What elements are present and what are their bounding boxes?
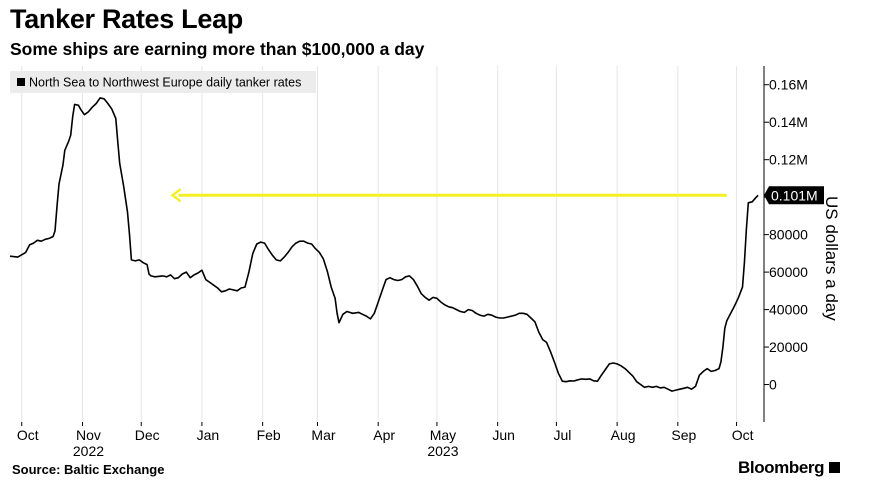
x-tick-label: Sep: [671, 427, 696, 443]
y-tick-label: 0.16M: [769, 77, 808, 93]
chart-subtitle: Some ships are earning more than $100,00…: [10, 39, 425, 59]
series-line: [9, 97, 759, 392]
y-axis-title: US dollars a day: [822, 196, 841, 321]
x-tick-label: Mar: [311, 427, 335, 443]
y-tick-label: 0.12M: [769, 152, 808, 168]
y-tick-label: 0.14M: [769, 114, 808, 130]
x-tick-label: Jul: [553, 427, 571, 443]
year-label: 2023: [427, 443, 458, 459]
y-tick-label: 80000: [769, 227, 808, 243]
y-axis: 0200004000060000800000.10M0.12M0.14M0.16…: [763, 66, 824, 422]
year-label: 2022: [73, 443, 104, 459]
x-tick-label: Apr: [373, 427, 395, 443]
chart-title: Tanker Rates Leap: [10, 4, 243, 34]
y-tick-label: 60000: [769, 264, 808, 280]
x-axis: Oct Nov Dec Jan Feb Mar Apr May Jun Jul Aug Sep Oct 2…: [17, 422, 754, 459]
y-tick-label: 0: [769, 377, 777, 393]
series-layer: [9, 97, 759, 392]
legend-background: [10, 71, 316, 93]
legend: North Sea to Northwest Europe daily tank…: [10, 71, 316, 93]
y-tick-label: 40000: [769, 302, 808, 318]
legend-swatch: [17, 78, 25, 86]
bloomberg-logo: Bloomberg: [738, 458, 841, 478]
latest-value-tag: [764, 186, 824, 205]
annotation-arrow-layer: [170, 188, 727, 203]
x-tick-label: Nov: [76, 427, 101, 443]
legend-label: North Sea to Northwest Europe daily tank…: [29, 76, 301, 90]
x-tick-label: Jan: [197, 427, 220, 443]
gridlines: [21, 66, 738, 422]
x-tick-label: May: [430, 427, 456, 443]
x-tick-label: Aug: [611, 427, 636, 443]
brand-text: Bloomberg: [738, 458, 825, 477]
latest-value-label: 0.101M: [771, 187, 818, 203]
x-tick-label: Jun: [492, 427, 515, 443]
annotation-arrowhead: [170, 188, 182, 203]
x-tick-label: Oct: [17, 427, 39, 443]
x-tick-label: Dec: [135, 427, 160, 443]
y-tick-label: 20000: [769, 339, 808, 355]
x-tick-label: Oct: [732, 427, 754, 443]
source-note: Source: Baltic Exchange: [12, 462, 165, 477]
terminal-icon: [829, 462, 841, 473]
x-tick-label: Feb: [257, 427, 281, 443]
